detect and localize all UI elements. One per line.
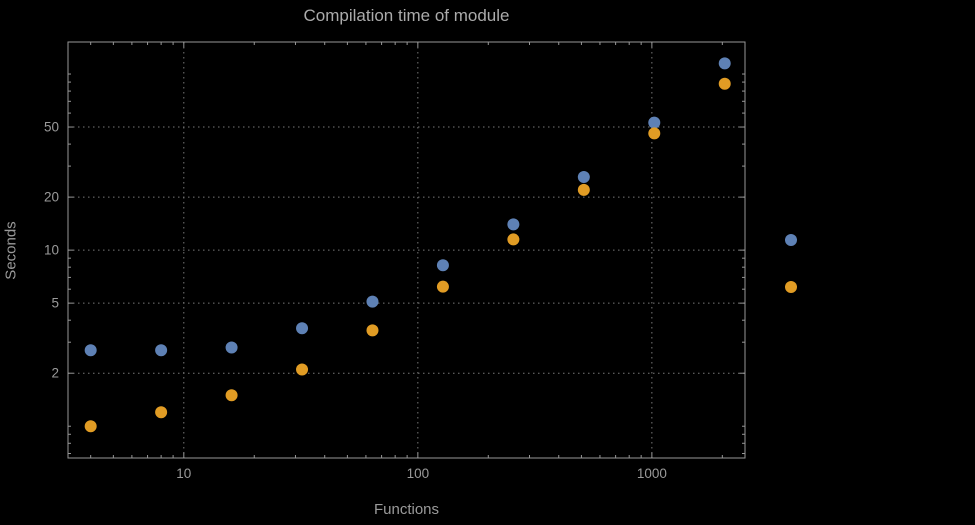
y-tick-label: 5 (51, 296, 59, 311)
data-point-series-1 (436, 259, 449, 272)
legend-marker (785, 281, 797, 293)
data-point-series-2 (718, 77, 731, 90)
data-point-series-1 (84, 344, 97, 357)
data-point-series-2 (296, 363, 309, 376)
x-axis-label: Functions (373, 501, 440, 518)
data-point-series-1 (366, 295, 379, 308)
legend-marker (785, 234, 797, 246)
data-point-series-1 (648, 116, 661, 129)
data-point-series-2 (648, 127, 661, 140)
data-point-series-2 (225, 389, 238, 402)
y-tick-label: 50 (44, 120, 59, 135)
y-tick-label: 20 (44, 190, 59, 205)
data-point-series-2 (577, 183, 590, 196)
data-point-series-1 (577, 171, 590, 184)
chart-title: Compilation time of module (303, 6, 510, 25)
y-axis-label-wrap: Seconds (0, 42, 22, 458)
data-point-series-1 (718, 57, 731, 70)
data-point-series-1 (155, 344, 168, 357)
data-point-series-2 (84, 420, 97, 433)
data-point-series-1 (507, 218, 520, 231)
x-tick-label: 100 (407, 466, 430, 481)
plot-frame (67, 41, 746, 459)
data-point-series-1 (225, 341, 238, 354)
x-tick-label: 1000 (637, 466, 667, 481)
data-point-series-2 (366, 324, 379, 337)
data-point-series-2 (155, 406, 168, 419)
y-axis-label: Seconds (2, 220, 20, 280)
x-tick-label: 10 (176, 466, 191, 481)
data-point-series-2 (507, 233, 520, 246)
data-point-series-1 (296, 322, 309, 335)
y-tick-label: 2 (51, 366, 59, 381)
y-tick-label: 10 (44, 243, 59, 258)
data-point-series-2 (436, 280, 449, 293)
